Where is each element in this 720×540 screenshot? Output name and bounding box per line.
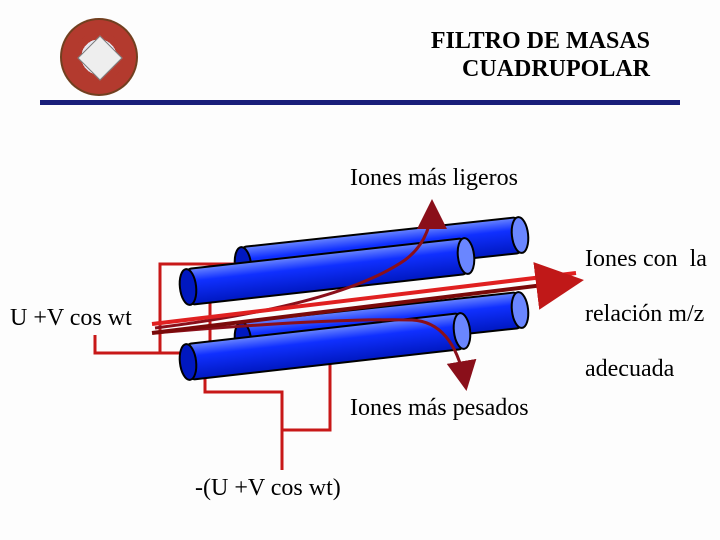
diagram-svg — [0, 0, 720, 540]
